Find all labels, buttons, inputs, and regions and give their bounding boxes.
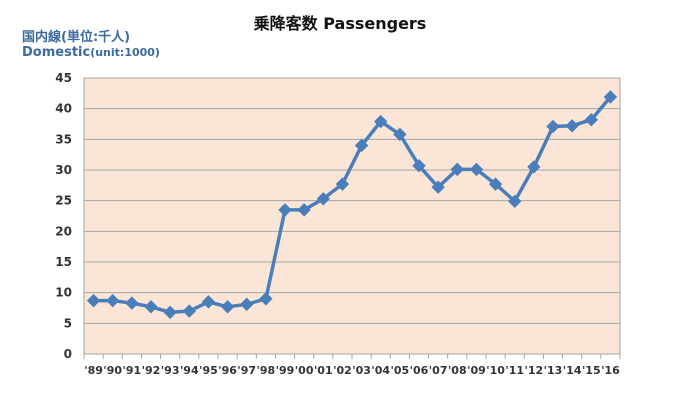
data-point [86,293,101,308]
y-tick-label: 20 [55,224,72,238]
x-tick-label: '15 [582,364,601,377]
x-tick-label: '99 [276,364,295,377]
unit-label-en: Domestic(unit:1000) [22,45,160,60]
series-passengers [86,90,618,320]
x-tick-label: '08 [448,364,467,377]
x-tick-label: '02 [333,364,352,377]
data-point [584,112,598,127]
x-tick-label: '00 [295,364,314,377]
x-tick-label: '09 [467,364,486,377]
y-tick-label: 10 [55,286,72,300]
y-tick-label: 40 [55,102,72,116]
data-point [316,192,330,206]
data-point [393,127,407,142]
x-axis: '89'90'91'92'93'94'95'96'97'98'99'00'01 '… [83,354,621,377]
series-line [93,95,612,315]
data-point [546,119,560,134]
data-point [354,138,369,153]
x-tick-label: '94 [180,364,199,377]
grid [84,77,620,355]
y-tick-label: 45 [55,71,72,85]
data-point [335,177,350,191]
data-point [412,158,426,173]
y-tick-label: 15 [55,255,72,269]
x-tick-label: '90 [103,364,122,377]
y-tick-label: 30 [55,163,72,177]
data-point [565,119,579,133]
x-tick-label: '92 [142,364,161,377]
data-point [527,160,541,174]
data-point [450,162,464,177]
data-point [106,293,120,308]
x-tick-label: '93 [161,364,180,377]
data-point [297,203,311,217]
y-axis: 0 5 10 15 20 25 30 35 40 45 [55,71,72,361]
data-point [374,114,388,129]
y-tick-label: 5 [64,316,72,330]
data-point [469,162,484,177]
data-point [508,194,522,208]
x-tick-label: '95 [199,364,218,377]
x-tick-label: '06 [410,364,429,377]
x-tick-label: '10 [486,364,505,377]
x-tick-label: '13 [544,364,563,377]
x-tick-label: '14 [563,364,582,377]
data-point [163,305,177,320]
x-tick-label: '96 [218,364,237,377]
unit-label-en-unit: (unit:1000) [90,46,160,59]
x-tick-label: '07 [429,364,448,377]
data-point [259,292,273,306]
x-tick-label: '05 [391,364,410,377]
data-point [603,90,618,104]
x-tick-label: '03 [352,364,371,377]
plot-area [83,77,621,355]
data-point [240,297,254,312]
x-tick-label: '12 [525,364,544,377]
data-point [488,177,503,191]
x-tick-label: '11 [505,364,524,377]
data-point [220,300,235,314]
x-tick-label: '04 [371,364,390,377]
x-tick-label: '97 [237,364,256,377]
unit-label-jp: 国内線(単位:千人) [22,30,131,45]
y-tick-label: 35 [55,132,72,146]
x-tick-label: '16 [601,364,620,377]
data-point [201,295,216,309]
x-tick-label: '91 [123,364,142,377]
data-point [182,304,196,318]
data-point [144,300,158,314]
unit-label-en-main: Domestic [22,45,91,60]
chart-title: 乗降客数 Passengers [253,14,427,33]
x-tick-label: '98 [257,364,276,377]
data-point [278,203,292,217]
data-point [125,296,139,310]
x-tick-label: '01 [314,364,333,377]
y-tick-label: 0 [64,347,72,361]
y-tick-label: 25 [55,194,72,208]
data-point [431,180,445,194]
x-tick-label: '89 [84,364,103,377]
